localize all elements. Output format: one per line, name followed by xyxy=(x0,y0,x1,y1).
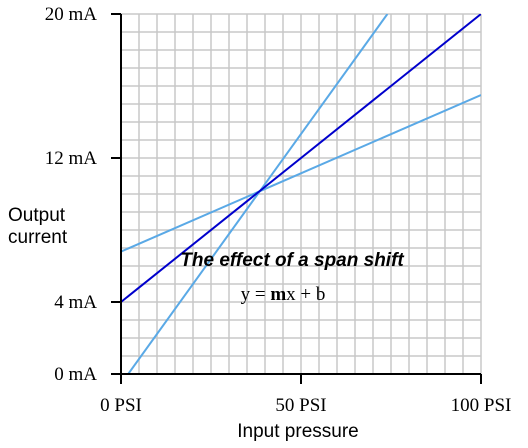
x-tick-label: 50 PSI xyxy=(275,395,326,416)
y-tick-label: 0 mA xyxy=(54,364,97,385)
annotation-part: y = xyxy=(241,284,271,305)
axes: 0 PSI 50 PSI 100 PSI 0 mA 4 mA 12 mA 20 mA xyxy=(45,4,512,416)
x-tick-label: 0 PSI xyxy=(100,395,142,416)
y-tick-label: 20 mA xyxy=(45,4,98,25)
y-tick-label: 4 mA xyxy=(54,292,97,313)
series-line xyxy=(127,14,389,374)
grid xyxy=(120,13,482,375)
x-axis-label: Input pressure xyxy=(237,421,358,442)
annotation-part: x + b xyxy=(286,284,325,305)
series-line xyxy=(121,14,481,303)
x-tick-label: 100 PSI xyxy=(451,395,512,416)
chart-title: The effect of a span shift xyxy=(180,250,404,271)
y-axis-label: Output xyxy=(8,205,66,226)
annotation-part: m xyxy=(270,284,286,305)
annotation: y = mx + b xyxy=(241,284,326,305)
lines xyxy=(121,14,481,374)
series-line xyxy=(121,94,481,253)
y-axis-label: current xyxy=(8,227,68,248)
y-tick-label: 12 mA xyxy=(45,148,98,169)
